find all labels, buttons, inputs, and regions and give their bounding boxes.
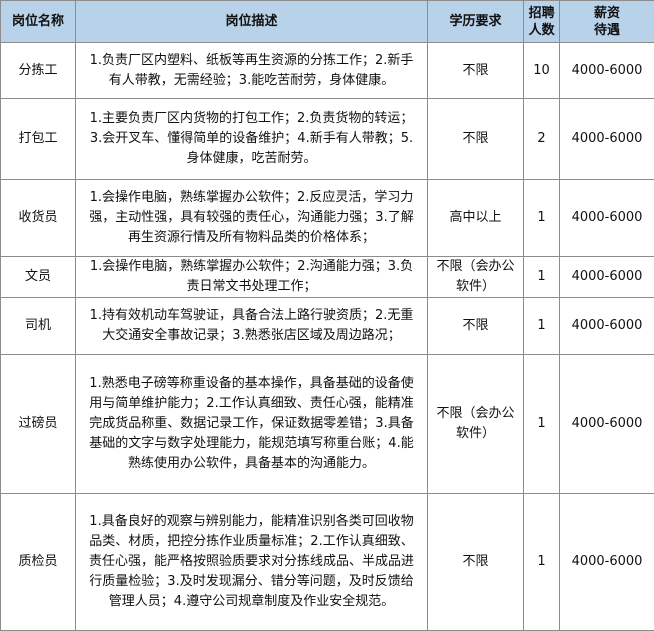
job-description: 1.具备良好的观察与辨别能力，能精准识别各类可回收物品类、材质，把控分拣作业质量… bbox=[76, 494, 428, 631]
header-text: 薪资待遇 bbox=[593, 5, 620, 39]
job-title: 司机 bbox=[1, 298, 76, 355]
job-title: 文员 bbox=[1, 257, 76, 298]
job-description: 1.会操作电脑，熟练掌握办公软件；2.沟通能力强；3.负责日常文书处理工作； bbox=[76, 257, 428, 298]
job-description: 1.熟悉电子磅等称重设备的基本操作，具备基础的设备使用与简单维护能力；2.工作认… bbox=[76, 355, 428, 494]
job-title: 分拣工 bbox=[1, 43, 76, 99]
header-cell: 薪资待遇 bbox=[560, 1, 654, 43]
job-title: 打包工 bbox=[1, 99, 76, 180]
salary: 4000-6000 bbox=[560, 494, 654, 631]
education: 不限 bbox=[428, 298, 524, 355]
job-description: 1.会操作电脑，熟练掌握办公软件；2.反应灵活，学习力强，主动性强，具有较强的责… bbox=[76, 180, 428, 257]
headcount: 1 bbox=[524, 298, 560, 355]
header-cell: 学历要求 bbox=[428, 1, 524, 43]
education: 不限 bbox=[428, 494, 524, 631]
header-text: 招聘人数 bbox=[528, 5, 555, 39]
salary: 4000-6000 bbox=[560, 298, 654, 355]
header-cell: 岗位名称 bbox=[1, 1, 76, 43]
headcount: 1 bbox=[524, 355, 560, 494]
header-text: 岗位名称 bbox=[12, 14, 64, 29]
header-text: 岗位描述 bbox=[225, 14, 277, 29]
salary: 4000-6000 bbox=[560, 355, 654, 494]
header-cell: 招聘人数 bbox=[524, 1, 560, 43]
headcount: 10 bbox=[524, 43, 560, 99]
job-title: 收货员 bbox=[1, 180, 76, 257]
headcount: 2 bbox=[524, 99, 560, 180]
salary: 4000-6000 bbox=[560, 99, 654, 180]
headcount: 1 bbox=[524, 494, 560, 631]
education: 不限（会办公软件） bbox=[428, 257, 524, 298]
header-text: 学历要求 bbox=[449, 14, 501, 29]
education: 不限（会办公软件） bbox=[428, 355, 524, 494]
education: 高中以上 bbox=[428, 180, 524, 257]
headcount: 1 bbox=[524, 180, 560, 257]
job-description: 1.持有效机动车驾驶证，具备合法上路行驶资质；2.无重大交通安全事故记录；3.熟… bbox=[76, 298, 428, 355]
salary: 4000-6000 bbox=[560, 180, 654, 257]
job-title: 过磅员 bbox=[1, 355, 76, 494]
salary: 4000-6000 bbox=[560, 257, 654, 298]
header-row: 岗位名称 岗位描述 学历要求 招聘人数 薪资待遇 bbox=[1, 1, 654, 43]
education: 不限 bbox=[428, 43, 524, 99]
job-title: 质检员 bbox=[1, 494, 76, 631]
job-description: 1.主要负责厂区内货物的打包工作；2.负责货物的转运；3.会开叉车、懂得简单的设… bbox=[76, 99, 428, 180]
job-description: 1.负责厂区内塑料、纸板等再生资源的分拣工作；2.新手有人带教，无需经验；3.能… bbox=[76, 43, 428, 99]
header-cell: 岗位描述 bbox=[76, 1, 428, 43]
salary: 4000-6000 bbox=[560, 43, 654, 99]
education: 不限 bbox=[428, 99, 524, 180]
headcount: 1 bbox=[524, 257, 560, 298]
